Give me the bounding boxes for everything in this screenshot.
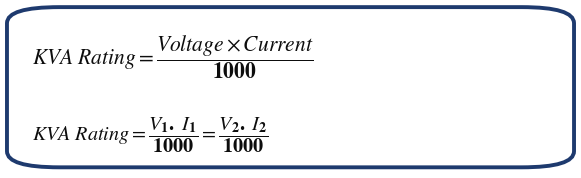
FancyBboxPatch shape — [7, 7, 574, 167]
Text: $\mathbf{\mathit{KVA\ Rating}} = \dfrac{\mathbf{\mathit{V}}_{\mathbf{1}}\mathbf{: $\mathbf{\mathit{KVA\ Rating}} = \dfrac{… — [32, 115, 269, 155]
Text: $\mathbf{\mathit{KVA\ Rating}} = \dfrac{\mathbf{\mathit{Voltage}} \times \mathbf: $\mathbf{\mathit{KVA\ Rating}} = \dfrac{… — [32, 33, 313, 81]
